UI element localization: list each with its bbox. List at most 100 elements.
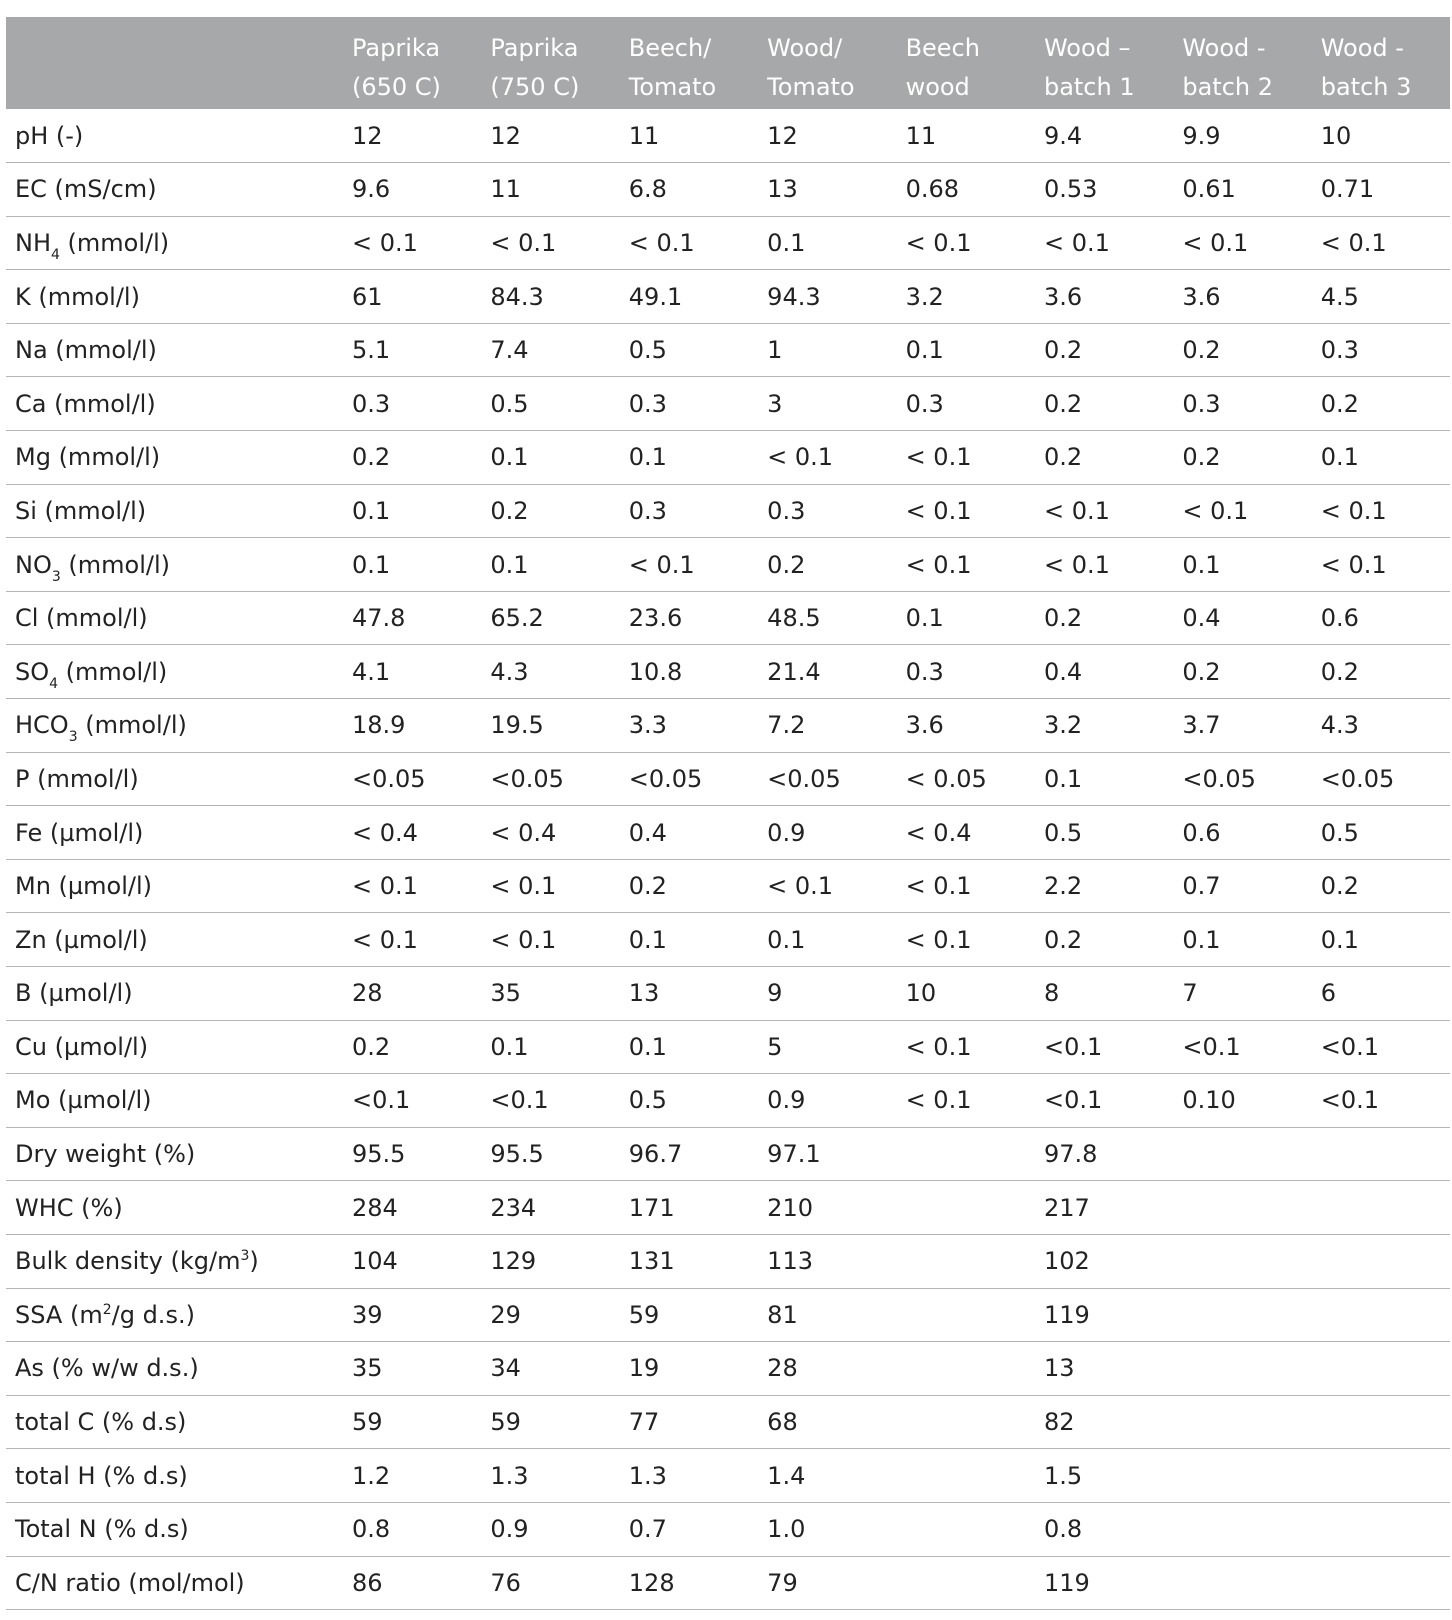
table-cell: 11	[896, 109, 1035, 164]
table-cell: 104	[343, 1234, 482, 1289]
table-cell: 131	[619, 1234, 759, 1289]
table-row: NO3 (mmol/l) 0.1 0.1 < 0.1 0.2 < 0.1 < 0.1 0.1 <…	[6, 537, 1451, 592]
table-cell: <0.1	[481, 1073, 620, 1128]
table-cell: 0.2	[1034, 376, 1174, 432]
table-cell: 0.3	[1311, 323, 1451, 378]
table-cell: 171	[619, 1180, 759, 1235]
table-cell	[896, 1180, 1035, 1235]
table-cell: < 0.1	[343, 216, 482, 271]
row-label: EC (mS/cm)	[6, 162, 343, 217]
table-row: Si (mmol/l) 0.1 0.2 0.3 0.3 < 0.1 < 0.1 < 0.1 < …	[6, 484, 1451, 539]
table-cell: < 0.1	[896, 859, 1035, 914]
table-cell	[1173, 1288, 1312, 1343]
table-cell: 0.2	[1173, 430, 1312, 485]
column-header-line: Tomato	[628, 73, 717, 101]
table-cell	[1311, 1127, 1451, 1182]
row-label: Si (mmol/l)	[6, 484, 343, 539]
row-label-text: NH	[15, 228, 51, 257]
row-label-text: Dry weight (%)	[15, 1140, 196, 1169]
table-cell: 0.1	[481, 537, 620, 592]
table-cell: 0.71	[1311, 162, 1451, 217]
table-cell: 0.8	[1034, 1502, 1174, 1557]
table-cell: < 0.4	[481, 805, 620, 860]
data-table-container: Paprika (650 C) Paprika (750 C) Beech/Tomato…	[6, 17, 1451, 1611]
table-row: Na (mmol/l) 5.1 7.4 0.5 1 0.1 0.2 0.2 0.3	[6, 323, 1451, 378]
table-row: total H (% d.s) 1.2 1.3 1.3 1.4 1.5	[6, 1448, 1451, 1503]
column-header-line: batch 3	[1320, 73, 1412, 101]
table-cell	[1311, 1288, 1451, 1343]
table-cell: 0.2	[1034, 430, 1174, 485]
table-cell: < 0.4	[343, 805, 482, 860]
table-row: WHC (%) 284 234 171 210 217	[6, 1180, 1451, 1235]
table-cell: 28	[758, 1341, 897, 1396]
row-label-text: /g d.s.)	[111, 1300, 195, 1329]
row-label: Zn (µmol/l)	[6, 912, 343, 967]
table-cell: 0.7	[619, 1502, 759, 1557]
table-header: Paprika (650 C) Paprika (750 C) Beech/Tomato…	[6, 17, 1451, 109]
table-cell: 6	[1311, 966, 1451, 1021]
table-cell: 3.6	[1034, 269, 1174, 324]
table-cell: 59	[481, 1395, 620, 1450]
table-row: EC (mS/cm) 9.6 11 6.8 13 0.68 0.53 0.61 0.71	[6, 162, 1451, 217]
table-cell: 28	[343, 966, 482, 1021]
table-cell: 0.2	[1311, 644, 1451, 700]
table-cell: 9.9	[1173, 109, 1312, 164]
column-header-line: (650 C)	[352, 73, 441, 101]
table-cell: < 0.1	[896, 430, 1035, 485]
table-cell: 0.61	[1173, 162, 1312, 217]
column-header-line: Paprika	[352, 34, 441, 62]
table-row: Ca (mmol/l) 0.3 0.5 0.3 3 0.3 0.2 0.3 0.2	[6, 376, 1451, 432]
row-label-text: HCO	[15, 711, 69, 740]
table-cell: 0.53	[1034, 162, 1174, 217]
row-label: Cu (µmol/l)	[6, 1020, 343, 1075]
table-cell: 0.3	[619, 376, 759, 432]
table-cell	[896, 1502, 1035, 1557]
table-cell	[896, 1288, 1035, 1343]
row-label: Total N (% d.s)	[6, 1502, 343, 1557]
table-cell: 13	[619, 966, 759, 1021]
table-cell	[1173, 1448, 1312, 1503]
row-label: SO4 (mmol/l)	[6, 644, 343, 700]
table-cell	[896, 1448, 1035, 1503]
table-cell: <0.1	[1311, 1073, 1451, 1128]
column-header-line: Beech/	[628, 34, 712, 62]
table-cell: 0.1	[481, 430, 620, 485]
row-label-subscript: 3	[68, 729, 78, 746]
table-cell: 0.1	[481, 1020, 620, 1075]
table-cell: 102	[1034, 1234, 1174, 1289]
table-cell: 0.9	[481, 1502, 620, 1557]
table-cell: 0.2	[758, 537, 897, 592]
table-cell: 34	[481, 1341, 620, 1396]
table-row: Mg (mmol/l) 0.2 0.1 0.1 < 0.1 < 0.1 0.2 0.2 0.1	[6, 430, 1451, 485]
table-cell: 284	[343, 1180, 482, 1235]
table-cell: 0.5	[619, 1073, 759, 1128]
table-cell: 3.2	[1034, 698, 1174, 753]
row-label: Mn (µmol/l)	[6, 859, 343, 914]
table-cell: 217	[1034, 1180, 1174, 1235]
row-label-text: Si (mmol/l)	[15, 496, 147, 525]
table-cell: < 0.1	[619, 537, 759, 592]
table-cell	[1311, 1395, 1451, 1450]
table-cell: 82	[1034, 1395, 1174, 1450]
column-header: Wood/Tomato	[758, 17, 897, 109]
table-cell: 35	[481, 966, 620, 1021]
row-label-text: Zn (µmol/l)	[15, 925, 148, 954]
table-row: Fe (µmol/l) < 0.4 < 0.4 0.4 0.9 < 0.4 0.5 0.6 0.…	[6, 805, 1451, 860]
row-label-text: (mmol/l)	[59, 228, 170, 257]
table-cell: 8	[1034, 966, 1174, 1021]
table-cell: <0.05	[1311, 752, 1451, 807]
row-label-subscript: 4	[51, 246, 60, 263]
table-cell: 9.4	[1034, 109, 1174, 164]
table-cell: < 0.1	[896, 484, 1035, 539]
table-cell: 97.8	[1034, 1127, 1174, 1182]
table-cell: 0.3	[758, 484, 897, 539]
table-cell: 0.1	[758, 216, 897, 271]
row-label: Bulk density (kg/m3)	[6, 1234, 343, 1289]
table-cell: < 0.1	[1311, 537, 1451, 592]
table-cell: < 0.1	[1173, 216, 1312, 271]
table-cell: 0.1	[1173, 537, 1312, 592]
table-cell: < 0.4	[896, 805, 1035, 860]
table-cell: <0.1	[1311, 1020, 1451, 1075]
table-cell: 0.1	[896, 591, 1035, 646]
table-cell	[896, 1234, 1035, 1289]
